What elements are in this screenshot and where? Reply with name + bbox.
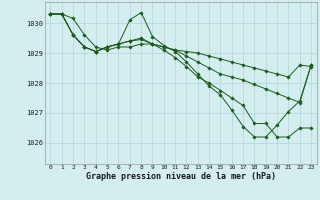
X-axis label: Graphe pression niveau de la mer (hPa): Graphe pression niveau de la mer (hPa) (86, 172, 276, 181)
